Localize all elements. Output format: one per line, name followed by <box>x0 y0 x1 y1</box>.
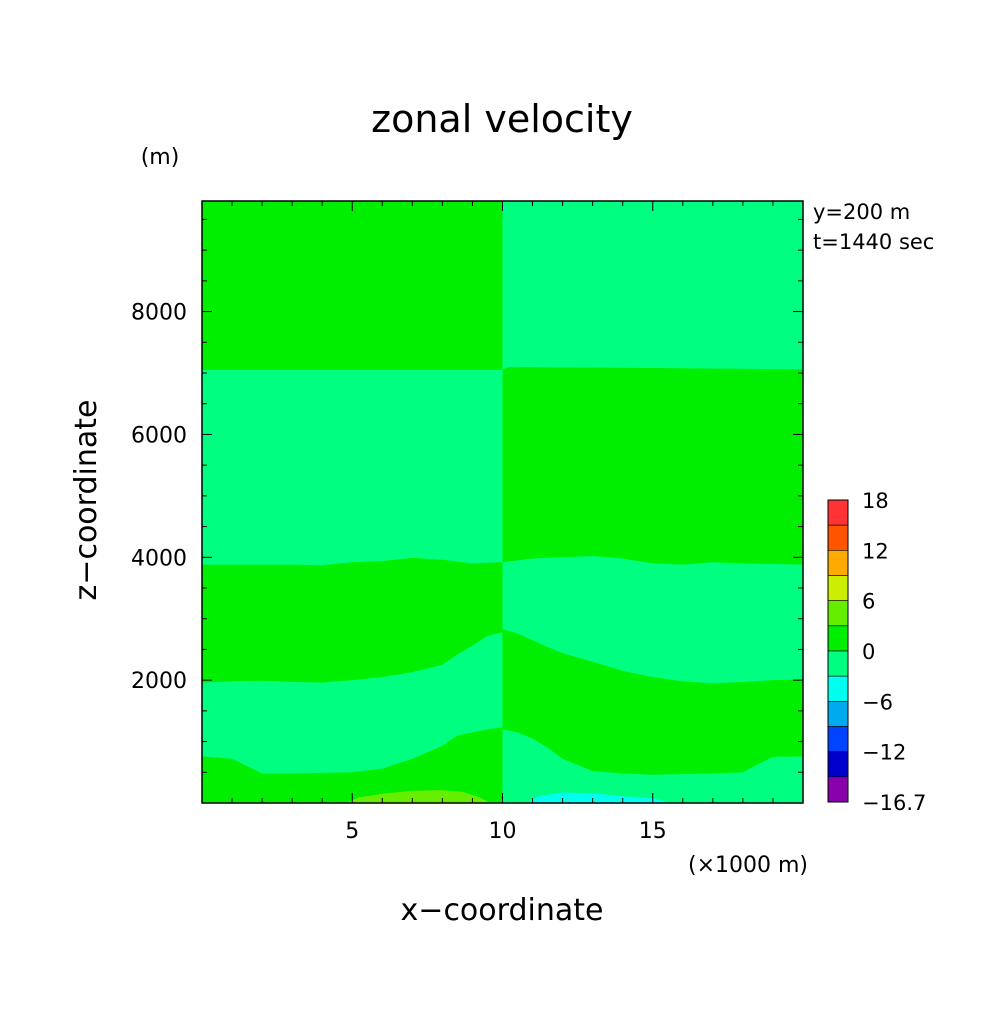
y-tick-label: 8000 <box>131 301 187 326</box>
contour-region-middle-right <box>502 366 803 565</box>
annotation-t: t=1440 sec <box>813 230 934 254</box>
colorbar-label: 0 <box>862 640 875 664</box>
colorbar-swatch <box>827 751 849 778</box>
colorbar-label: −6 <box>862 690 893 714</box>
colorbar-swatch <box>827 575 849 601</box>
y-unit-label: (m) <box>141 145 180 170</box>
x-axis-label: x−coordinate <box>401 893 604 928</box>
colorbar-frame <box>827 499 849 803</box>
contour-band-bottom-left <box>202 727 503 803</box>
colorbar-swatch <box>827 701 849 727</box>
contour-band-lower-left <box>202 557 503 683</box>
chart-title: zonal velocity <box>371 97 633 141</box>
colorbar-swatch <box>827 499 849 526</box>
contour-band-lower-right <box>502 629 803 775</box>
y-tick-label: 4000 <box>131 546 187 571</box>
colorbar-swatch <box>827 726 849 752</box>
colorbar-swatch <box>827 675 849 702</box>
x-unit-label: (×1000 m) <box>688 853 808 878</box>
colorbar-label: 6 <box>862 590 875 614</box>
colorbar-label: −16.7 <box>862 791 926 815</box>
colorbar-swatch <box>827 776 849 803</box>
colorbar-swatch <box>827 650 849 677</box>
colorbar: 18 12 6 0 −6 −12 −16.7 <box>827 489 926 815</box>
colorbar-label: 12 <box>862 539 889 563</box>
axes: 5 10 15 2000 4000 6000 8000 <box>131 200 804 844</box>
y-tick-label: 2000 <box>131 669 187 694</box>
colorbar-label: 18 <box>862 489 889 513</box>
colorbar-swatch <box>827 600 849 627</box>
plot-area <box>202 201 803 803</box>
x-tick-label: 15 <box>639 819 667 844</box>
x-tick-label: 10 <box>489 819 517 844</box>
colorbar-swatch <box>827 625 849 652</box>
colorbar-label: −12 <box>862 741 906 765</box>
y-axis-label: z−coordinate <box>69 400 104 601</box>
colorbar-swatch <box>827 524 849 551</box>
annotation-y: y=200 m <box>813 200 910 224</box>
x-tick-label: 5 <box>345 819 359 844</box>
colorbar-swatch <box>827 550 849 576</box>
y-tick-label: 6000 <box>131 423 187 448</box>
contour-region-upper-left <box>202 201 503 370</box>
